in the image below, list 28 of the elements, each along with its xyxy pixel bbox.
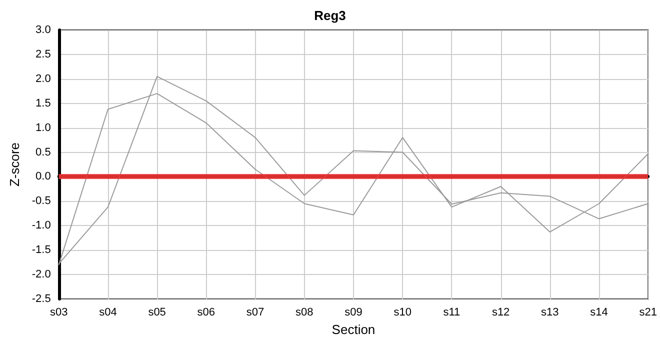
x-tick-label: s05 (148, 306, 166, 318)
x-tick-label: s08 (296, 306, 314, 318)
x-tick-label: s07 (246, 306, 264, 318)
y-tick-label: 1.5 (36, 97, 51, 110)
x-tick-label: s12 (492, 306, 510, 318)
x-tick-label: s13 (541, 306, 559, 318)
y-tick-label: 0.0 (36, 170, 51, 183)
y-tick-label: -0.5 (32, 195, 51, 208)
y-tick-label: 0.5 (36, 146, 51, 158)
x-tick-label: s03 (50, 306, 68, 318)
x-tick-label: s21 (639, 306, 658, 318)
y-tick-label: -1.0 (32, 220, 51, 232)
chart-title: Reg3 (314, 8, 346, 23)
y-tick-label: -2.0 (32, 268, 51, 281)
x-tick-label: s09 (344, 306, 362, 318)
y-axis-title: Z-score (7, 142, 22, 187)
x-axis-title: Section (332, 322, 376, 337)
x-tick-label: s10 (394, 306, 412, 318)
y-tick-label: -1.5 (32, 244, 51, 256)
y-tick-label: 3.0 (36, 24, 51, 36)
y-tick-label: 1.0 (36, 122, 51, 134)
x-tick-label: s14 (590, 306, 608, 318)
y-tick-label: 2.0 (36, 72, 51, 85)
y-tick-label: -2.5 (32, 293, 51, 305)
x-tick-label: s06 (197, 306, 216, 318)
y-tick-label: 2.5 (36, 48, 51, 60)
x-tick-label: s11 (443, 306, 460, 318)
x-tick-label: s04 (99, 306, 117, 318)
